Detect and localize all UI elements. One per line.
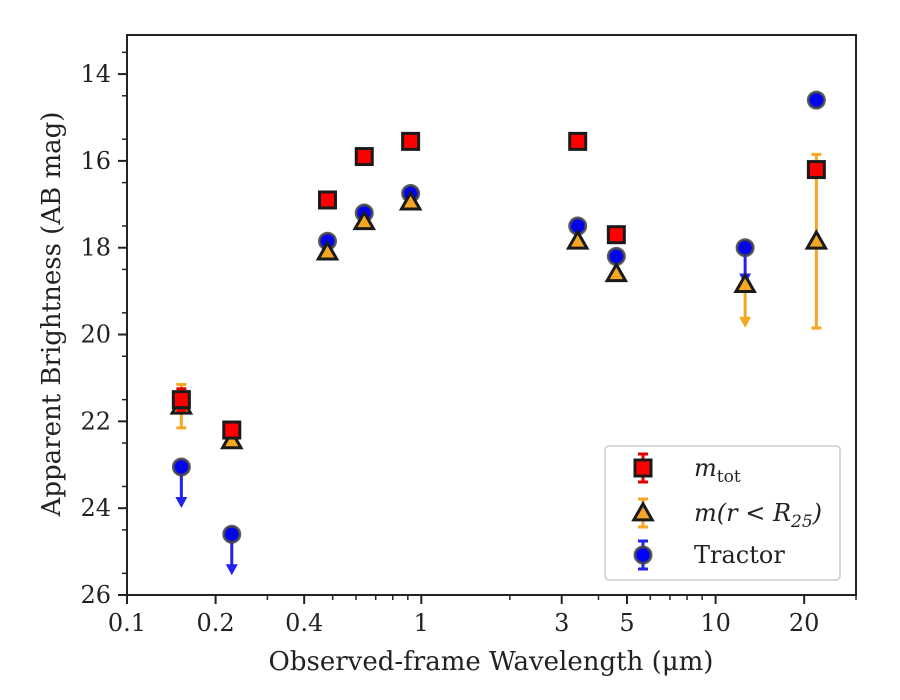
axes: 0.1 0.2 0.4 1 3 5 10 20 14 16 18 20 22 24 26 <box>80 34 857 637</box>
mtot-point <box>317 190 337 210</box>
mr25-point <box>219 428 244 450</box>
legend-box <box>604 445 841 581</box>
plot-frame <box>126 34 857 596</box>
x-axis-label: Observed-frame Wavelength (μm) <box>269 647 714 677</box>
legend: mtot m(r < R25) Tractor <box>604 445 841 581</box>
x-tick-label: 10 <box>700 609 731 637</box>
x-tick-label: 0.2 <box>197 609 235 637</box>
mtot-point <box>401 131 421 151</box>
limit-arrow-head <box>225 564 238 576</box>
mtot-point <box>806 160 826 180</box>
mr25-point <box>733 272 757 294</box>
y-tick-label: 22 <box>80 407 111 435</box>
legend-entry-tractor: Tractor <box>633 539 785 571</box>
legend-label: Tractor <box>694 541 785 569</box>
y-tick-label: 24 <box>80 494 111 522</box>
y-tick-label: 20 <box>80 321 111 349</box>
x-tick-label: 5 <box>619 609 634 637</box>
plot-area <box>169 90 829 576</box>
legend-marker <box>633 545 653 565</box>
legend-label-subscript: 25 <box>790 512 813 532</box>
mtot-point <box>354 147 374 167</box>
legend-label-main: m(r < R <box>694 499 791 527</box>
legend-marker <box>631 500 655 522</box>
legend-label-subscript: tot <box>717 467 741 487</box>
x-tick-label: 20 <box>789 609 820 637</box>
y-axis-label: Apparent Brightness (AB mag) <box>37 112 67 518</box>
x-tick-label: 0.4 <box>285 609 323 637</box>
legend-entry-mtot: mtot <box>633 452 741 487</box>
mr25-point <box>352 209 377 231</box>
y-tick-label: 18 <box>80 234 111 262</box>
y-tick-label: 14 <box>80 60 111 88</box>
mr25-point <box>604 261 629 283</box>
legend-label: m(r < R25) <box>694 499 822 532</box>
mr25-point <box>565 228 590 250</box>
mr25-point <box>315 239 340 261</box>
limit-arrow-head <box>739 316 752 328</box>
mtot-point <box>568 131 588 151</box>
legend-label-main: Tractor <box>694 541 785 569</box>
x-tick-label: 1 <box>414 609 429 637</box>
legend-label-main: m <box>694 454 717 482</box>
legend-entry-mr25: m(r < R25) <box>631 497 822 532</box>
y-tick-label: 26 <box>80 581 111 609</box>
legend-label: mtot <box>694 454 741 487</box>
legend-marker <box>633 458 653 478</box>
mr25-point <box>804 228 829 250</box>
x-tick-label: 0.1 <box>108 609 146 637</box>
x-tick-label: 3 <box>554 609 569 637</box>
legend-label-close: ) <box>812 499 822 527</box>
mr25-point <box>398 189 423 211</box>
mtot-point <box>222 420 242 440</box>
limit-arrow-head <box>175 497 188 509</box>
mtot-point <box>606 225 626 245</box>
y-tick-label: 16 <box>80 147 111 175</box>
mtot-point <box>171 390 191 410</box>
